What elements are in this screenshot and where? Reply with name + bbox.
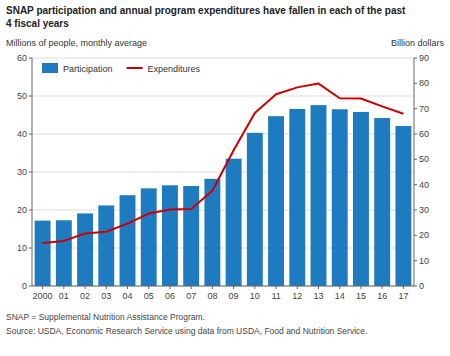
bar [120, 195, 136, 286]
x-tick-label: 13 [313, 291, 323, 301]
x-tick [106, 286, 107, 289]
bar [77, 213, 93, 286]
x-tick-label: 09 [229, 291, 239, 301]
x-tick [212, 286, 213, 289]
y2-tick-label: 0 [419, 281, 424, 291]
grid-line [32, 286, 414, 287]
x-tick-label: 07 [186, 291, 196, 301]
y2-tick-label: 70 [419, 104, 429, 114]
background [0, 0, 450, 356]
x-tick [148, 286, 149, 289]
x-tick-label: 17 [398, 291, 408, 301]
x-tick [254, 286, 255, 289]
x-tick [276, 286, 277, 289]
y2-axis-label: Billion dollars [391, 38, 445, 48]
bar [35, 221, 51, 286]
bar [374, 118, 390, 286]
y2-tick-label: 20 [419, 230, 429, 240]
y-axis-line [32, 58, 33, 286]
x-tick-label: 06 [165, 291, 175, 301]
x-tick [191, 286, 192, 289]
y2-tick-label: 90 [419, 53, 429, 63]
y-tick-label: 60 [17, 53, 27, 63]
y-tick-label: 0 [22, 281, 27, 291]
x-tick-label: 12 [292, 291, 302, 301]
x-tick [127, 286, 128, 289]
x-tick [318, 286, 319, 289]
bar [247, 133, 263, 286]
x-tick-label: 10 [250, 291, 260, 301]
y2-tick-label: 40 [419, 180, 429, 190]
x-tick [63, 286, 64, 289]
x-tick [382, 286, 383, 289]
plot-area [35, 84, 412, 286]
x-tick-label: 03 [101, 291, 111, 301]
x-tick [360, 286, 361, 289]
x-tick-label: 05 [144, 291, 154, 301]
x-tick [339, 286, 340, 289]
x-tick [297, 286, 298, 289]
x-tick [169, 286, 170, 289]
legend-swatch [42, 63, 58, 73]
footnote: Source: USDA, Economic Research Service … [6, 326, 367, 336]
bar [162, 185, 178, 286]
x-tick-label: 11 [271, 291, 280, 301]
bar [353, 112, 369, 286]
y-tick-label: 40 [17, 129, 27, 139]
title: SNAP participation and annual program ex… [6, 5, 406, 29]
bar [141, 188, 157, 286]
bar [98, 205, 114, 286]
x-tick [85, 286, 86, 289]
x-tick-label: 16 [377, 291, 387, 301]
grid [32, 58, 414, 286]
line [43, 84, 404, 243]
x-tick [403, 286, 404, 289]
x-tick-label: 01 [59, 291, 69, 301]
x-tick-label: 02 [80, 291, 90, 301]
grid-line [32, 96, 414, 97]
y2-tick-label: 60 [419, 129, 429, 139]
y2-tick-label: 10 [419, 256, 429, 266]
y-tick-label: 10 [17, 243, 27, 253]
footnote: SNAP = Supplemental Nutrition Assistance… [6, 312, 205, 322]
x-tick-label: 14 [335, 291, 345, 301]
x-tick-label: 2000 [33, 291, 53, 301]
legend-label: Participation [63, 64, 113, 74]
x-tick [233, 286, 234, 289]
grid-line [32, 58, 414, 59]
y-axis-label: Millions of people, monthly average [6, 38, 147, 48]
title-line: SNAP participation and annual program ex… [6, 5, 406, 16]
bar [56, 220, 72, 286]
x-tick-label: 08 [207, 291, 217, 301]
bar [395, 126, 411, 286]
bar [226, 159, 242, 286]
y2-axis-line [414, 58, 415, 286]
bar [289, 109, 305, 286]
legend: Participation Expenditures [42, 63, 201, 74]
chart: SNAP participation and annual program ex… [0, 0, 450, 356]
x-tick-label: 04 [122, 291, 132, 301]
legend-swatch [127, 67, 143, 69]
x-tick [42, 286, 43, 289]
title-line: 4 fiscal years [6, 18, 69, 29]
y-tick-label: 30 [17, 167, 27, 177]
x-tick-label: 15 [356, 291, 366, 301]
y-tick-label: 20 [17, 205, 27, 215]
bar [311, 105, 327, 286]
bar [268, 116, 284, 286]
y2-tick-label: 30 [419, 205, 429, 215]
legend-label: Expenditures [148, 64, 201, 74]
y2-tick-label: 80 [419, 78, 429, 88]
y-tick-label: 50 [17, 91, 27, 101]
bar [332, 109, 348, 286]
bar [183, 186, 199, 286]
x-axis-line [32, 286, 414, 287]
y2-tick-label: 50 [419, 154, 429, 164]
